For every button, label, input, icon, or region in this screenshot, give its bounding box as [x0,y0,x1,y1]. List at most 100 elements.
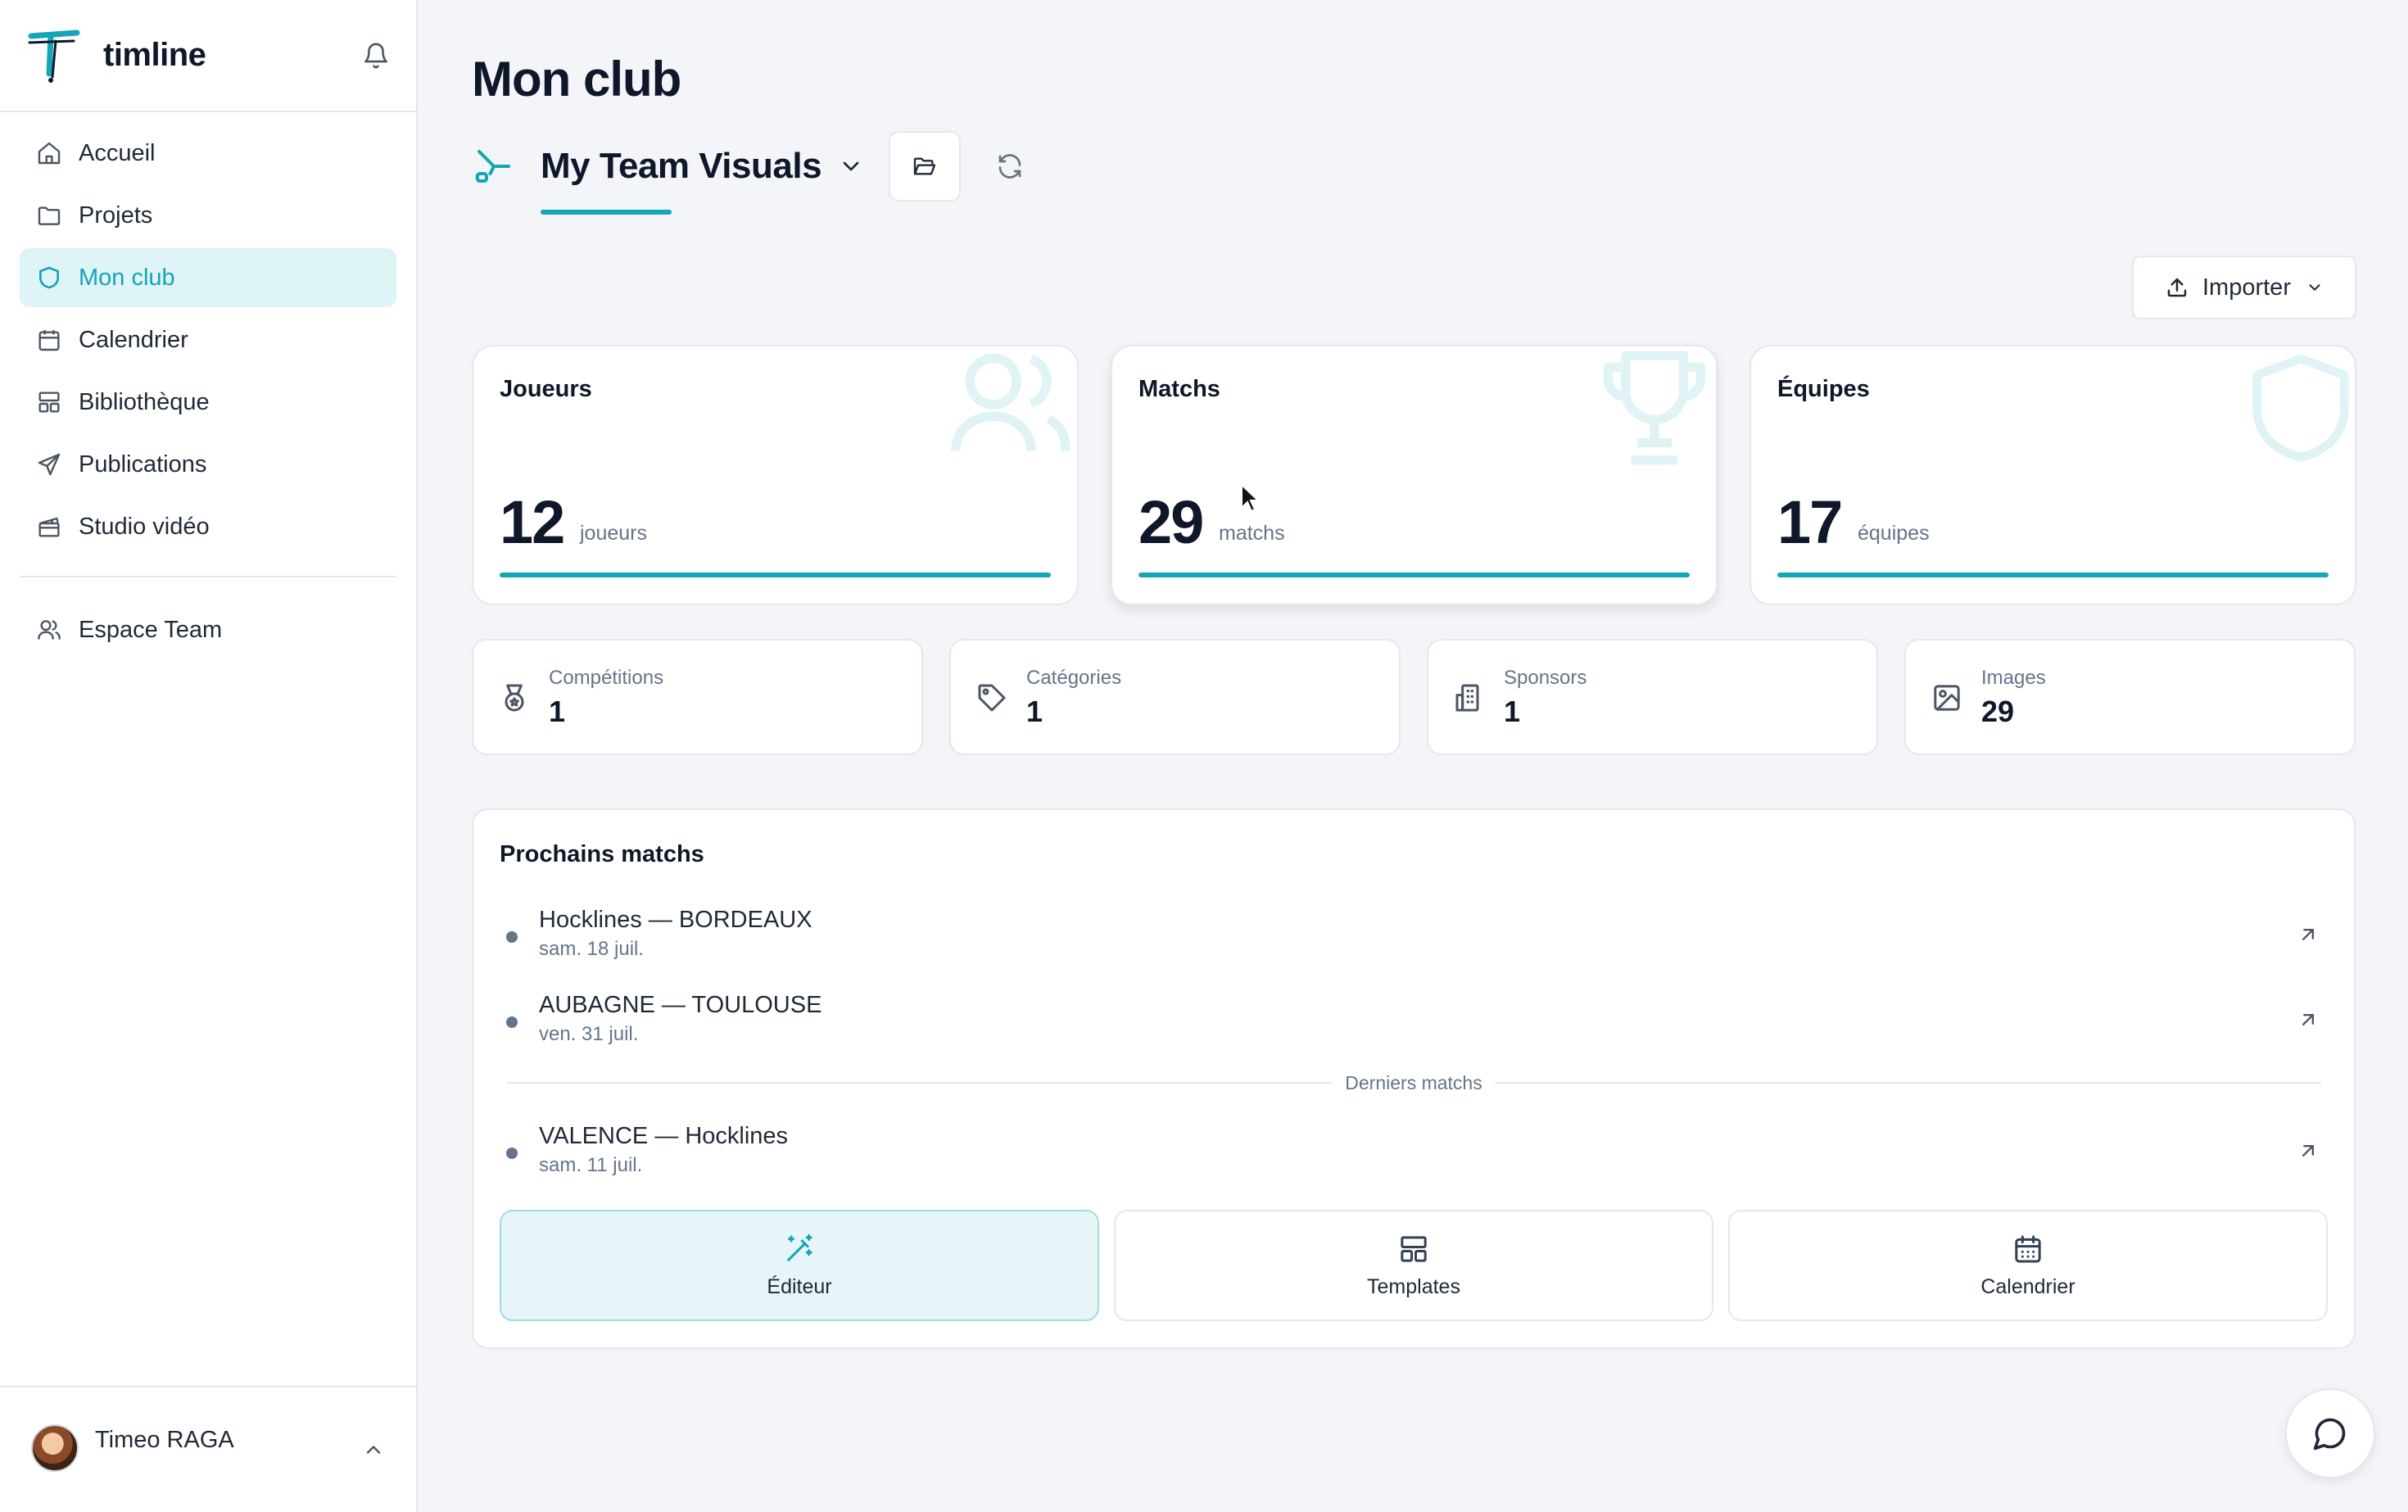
timline-logo-icon[interactable] [26,26,85,85]
sidebar-item-calendrier[interactable]: Calendrier [20,310,396,369]
chat-button[interactable] [2285,1388,2375,1478]
send-icon [38,453,61,476]
club-selector-row: My Team Visuals [472,131,1025,215]
mini-value: 1 [1026,695,1043,728]
status-dot [506,1016,518,1028]
open-folder-button[interactable] [889,131,962,201]
stat-progress-bar [1138,573,1690,577]
stat-unit: équipes [1858,522,1930,545]
sidebar-item-studio-video[interactable]: Studio vidéo [20,497,396,556]
calendar-days-icon [2015,1235,2041,1262]
sidebar-nav: Accueil Projets Mon club Calendrier Bibl… [0,112,416,659]
stat-progress-bar [1777,573,2329,577]
club-name: My Team Visuals [541,146,822,186]
chevron-down-icon[interactable] [838,153,864,179]
sidebar-item-accueil[interactable]: Accueil [20,124,396,183]
calendar-icon [38,330,60,351]
hockey-stick-icon [475,149,511,183]
bell-icon[interactable] [362,42,390,70]
user-menu[interactable]: Timeo RAGA [0,1386,416,1512]
calendar-button[interactable]: Calendrier [1728,1210,2328,1321]
chevron-down-icon [2309,284,2320,291]
stat-card-teams[interactable]: Équipes 17 équipes [1749,345,2356,605]
stat-title: Joueurs [500,376,592,402]
past-matches-label: Derniers matchs [1332,1072,1496,1094]
action-label: Templates [1367,1274,1460,1298]
quick-actions: Éditeur Templates Calendrier [500,1210,2328,1321]
sidebar-item-label: Studio vidéo [79,513,210,540]
stat-card-players[interactable]: Joueurs 12 joueurs [472,345,1079,605]
stat-title: Équipes [1777,376,1870,402]
users-icon [38,620,61,640]
import-button[interactable]: Importer [2132,256,2356,319]
mini-card-competitions[interactable]: Compétitions 1 [472,639,923,755]
brand-name: timline [103,37,206,73]
status-dot [506,1148,518,1159]
sidebar-item-bibliotheque[interactable]: Bibliothèque [20,373,396,432]
sidebar-item-label: Mon club [79,264,175,291]
sidebar-item-espace-team[interactable]: Espace Team [20,600,396,659]
sidebar-divider [20,576,396,577]
sidebar-item-label: Calendrier [79,326,188,353]
building-icon [1455,684,1479,712]
sidebar-item-mon-club[interactable]: Mon club [20,248,396,307]
chat-bubble-icon [2313,1418,2346,1451]
match-date: ven. 31 juil. [539,1023,639,1045]
import-label: Importer [2202,274,2291,301]
stat-card-matches[interactable]: Matchs 29 matchs [1111,345,1718,605]
match-name: AUBAGNE — TOULOUSE [539,992,822,1018]
club-selector[interactable]: My Team Visuals [541,146,822,215]
mini-label: Sponsors [1504,667,1587,689]
match-name: VALENCE — Hocklines [539,1123,789,1149]
templates-button[interactable]: Templates [1114,1210,1713,1321]
shield-icon [39,266,59,289]
refresh-icon[interactable] [995,152,1025,181]
editor-button[interactable]: Éditeur [500,1210,1099,1321]
club-name-underline [541,210,672,215]
match-name: Hocklines — BORDEAUX [539,907,812,933]
chevron-up-icon [366,1446,381,1454]
brand-header: timline [0,0,416,112]
mini-label: Images [1981,667,2046,689]
stat-progress-bar [500,573,1051,577]
stat-unit: matchs [1219,522,1285,545]
mini-label: Catégories [1026,667,1122,689]
mini-card-images[interactable]: Images 29 [1904,639,2356,755]
arrow-up-right-icon[interactable] [2297,1008,2320,1031]
upcoming-matches-panel: Prochains matchs Hocklines — BORDEAUX sa… [472,808,2356,1349]
stat-value: 12 [500,488,565,556]
match-row[interactable]: AUBAGNE — TOULOUSE ven. 31 juil. [500,990,2328,1056]
magic-wand-icon [787,1234,812,1261]
arrow-up-right-icon[interactable] [2297,1139,2320,1162]
arrow-up-right-icon[interactable] [2297,923,2320,946]
match-date: sam. 18 juil. [539,938,645,960]
mini-card-sponsors[interactable]: Sponsors 1 [1427,639,1878,755]
stat-value: 17 [1777,488,1843,556]
home-icon [38,142,61,165]
mini-card-categories[interactable]: Catégories 1 [949,639,1401,755]
match-row[interactable]: Hocklines — BORDEAUX sam. 18 juil. [500,905,2328,971]
medal-icon [505,684,524,712]
match-row[interactable]: VALENCE — Hocklines sam. 11 juil. [500,1121,2328,1187]
mini-value: 1 [549,695,566,728]
user-name: Timeo RAGA [95,1426,234,1453]
page-title: Mon club [472,52,681,106]
mouse-cursor-icon [1241,483,1260,513]
action-label: Éditeur [767,1274,832,1298]
users-watermark-icon [951,353,1070,452]
layout-template-icon [1401,1235,1427,1262]
sidebar: timline Accueil Projets Mon club Calendr… [0,0,418,1512]
stat-value: 29 [1138,488,1204,556]
stat-unit: joueurs [580,522,647,545]
status-dot [506,931,518,943]
trophy-watermark-icon [1603,351,1706,465]
sidebar-item-publications[interactable]: Publications [20,435,396,494]
clapperboard-icon [38,517,60,537]
match-date: sam. 11 juil. [539,1154,643,1176]
sidebar-item-label: Bibliothèque [79,388,210,415]
upload-icon [2167,278,2187,297]
image-icon [1934,685,1960,712]
sidebar-item-projets[interactable]: Projets [20,186,396,245]
section-title: Prochains matchs [500,841,704,867]
sidebar-item-label: Accueil [79,139,156,166]
